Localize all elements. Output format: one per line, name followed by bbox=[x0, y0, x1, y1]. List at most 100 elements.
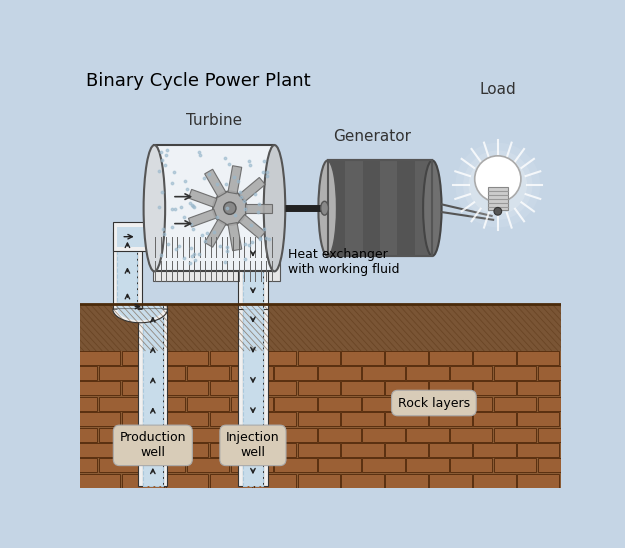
FancyBboxPatch shape bbox=[473, 474, 516, 488]
Bar bbox=[80, 305, 561, 488]
FancyBboxPatch shape bbox=[582, 366, 624, 380]
FancyBboxPatch shape bbox=[34, 412, 77, 426]
Bar bbox=[263, 305, 268, 486]
FancyBboxPatch shape bbox=[99, 366, 141, 380]
FancyBboxPatch shape bbox=[210, 412, 252, 426]
Polygon shape bbox=[245, 204, 272, 213]
FancyBboxPatch shape bbox=[143, 366, 185, 380]
FancyBboxPatch shape bbox=[231, 366, 273, 380]
FancyBboxPatch shape bbox=[429, 474, 472, 488]
FancyBboxPatch shape bbox=[231, 427, 273, 442]
Bar bbox=[380, 161, 398, 256]
FancyBboxPatch shape bbox=[274, 459, 317, 472]
FancyBboxPatch shape bbox=[122, 381, 164, 395]
FancyBboxPatch shape bbox=[166, 351, 208, 364]
FancyBboxPatch shape bbox=[298, 412, 340, 426]
FancyBboxPatch shape bbox=[34, 351, 77, 364]
Bar bbox=[80, 305, 561, 351]
FancyBboxPatch shape bbox=[78, 412, 121, 426]
Text: Production
well: Production well bbox=[119, 431, 186, 459]
Bar bbox=[243, 305, 263, 486]
Bar bbox=[138, 305, 143, 486]
Circle shape bbox=[456, 143, 540, 227]
FancyBboxPatch shape bbox=[341, 412, 384, 426]
FancyBboxPatch shape bbox=[341, 381, 384, 395]
FancyBboxPatch shape bbox=[605, 381, 625, 395]
FancyBboxPatch shape bbox=[494, 366, 536, 380]
FancyBboxPatch shape bbox=[605, 351, 625, 364]
Text: Heat exchanger
with working fluid: Heat exchanger with working fluid bbox=[288, 248, 399, 276]
Bar bbox=[345, 161, 362, 256]
FancyBboxPatch shape bbox=[429, 443, 472, 457]
FancyBboxPatch shape bbox=[274, 427, 317, 442]
Bar bbox=[362, 161, 380, 256]
FancyBboxPatch shape bbox=[298, 474, 340, 488]
FancyBboxPatch shape bbox=[473, 351, 516, 364]
FancyBboxPatch shape bbox=[34, 443, 77, 457]
Bar bbox=[112, 232, 118, 309]
Bar bbox=[328, 161, 432, 256]
Bar bbox=[153, 260, 280, 281]
FancyBboxPatch shape bbox=[231, 459, 273, 472]
FancyBboxPatch shape bbox=[517, 412, 559, 426]
Polygon shape bbox=[189, 190, 217, 207]
FancyBboxPatch shape bbox=[517, 474, 559, 488]
FancyBboxPatch shape bbox=[99, 427, 141, 442]
FancyBboxPatch shape bbox=[494, 459, 536, 472]
FancyBboxPatch shape bbox=[298, 381, 340, 395]
FancyBboxPatch shape bbox=[210, 443, 252, 457]
FancyBboxPatch shape bbox=[362, 459, 404, 472]
FancyBboxPatch shape bbox=[605, 443, 625, 457]
FancyBboxPatch shape bbox=[78, 474, 121, 488]
FancyBboxPatch shape bbox=[78, 351, 121, 364]
Bar bbox=[154, 145, 274, 271]
FancyBboxPatch shape bbox=[166, 412, 208, 426]
Polygon shape bbox=[239, 215, 265, 239]
FancyBboxPatch shape bbox=[254, 381, 296, 395]
FancyBboxPatch shape bbox=[582, 427, 624, 442]
Bar bbox=[80, 66, 561, 305]
Polygon shape bbox=[228, 222, 242, 251]
FancyBboxPatch shape bbox=[538, 427, 580, 442]
Bar bbox=[138, 232, 142, 309]
FancyBboxPatch shape bbox=[187, 397, 229, 410]
Polygon shape bbox=[112, 308, 168, 323]
FancyBboxPatch shape bbox=[122, 412, 164, 426]
Circle shape bbox=[475, 156, 521, 202]
Text: Load: Load bbox=[479, 82, 516, 96]
Bar bbox=[328, 161, 432, 256]
FancyBboxPatch shape bbox=[362, 397, 404, 410]
Bar bbox=[153, 252, 280, 265]
Polygon shape bbox=[239, 178, 265, 202]
Bar bbox=[415, 161, 432, 256]
FancyBboxPatch shape bbox=[538, 397, 580, 410]
FancyBboxPatch shape bbox=[143, 459, 185, 472]
FancyBboxPatch shape bbox=[187, 427, 229, 442]
Polygon shape bbox=[118, 309, 163, 321]
FancyBboxPatch shape bbox=[34, 381, 77, 395]
Text: Generator: Generator bbox=[333, 129, 411, 144]
FancyBboxPatch shape bbox=[143, 397, 185, 410]
FancyBboxPatch shape bbox=[488, 187, 508, 210]
FancyBboxPatch shape bbox=[318, 397, 361, 410]
Ellipse shape bbox=[321, 201, 328, 215]
FancyBboxPatch shape bbox=[122, 351, 164, 364]
FancyBboxPatch shape bbox=[143, 427, 185, 442]
FancyBboxPatch shape bbox=[274, 397, 317, 410]
FancyBboxPatch shape bbox=[538, 459, 580, 472]
Bar bbox=[328, 161, 345, 256]
FancyBboxPatch shape bbox=[473, 412, 516, 426]
FancyBboxPatch shape bbox=[166, 443, 208, 457]
Bar bbox=[238, 305, 243, 486]
Polygon shape bbox=[228, 165, 242, 194]
FancyBboxPatch shape bbox=[166, 474, 208, 488]
FancyBboxPatch shape bbox=[561, 351, 603, 364]
Bar bbox=[398, 161, 415, 256]
FancyBboxPatch shape bbox=[517, 381, 559, 395]
Polygon shape bbox=[204, 219, 226, 247]
FancyBboxPatch shape bbox=[254, 412, 296, 426]
FancyBboxPatch shape bbox=[55, 427, 98, 442]
Circle shape bbox=[213, 191, 247, 225]
FancyBboxPatch shape bbox=[538, 366, 580, 380]
FancyBboxPatch shape bbox=[187, 366, 229, 380]
